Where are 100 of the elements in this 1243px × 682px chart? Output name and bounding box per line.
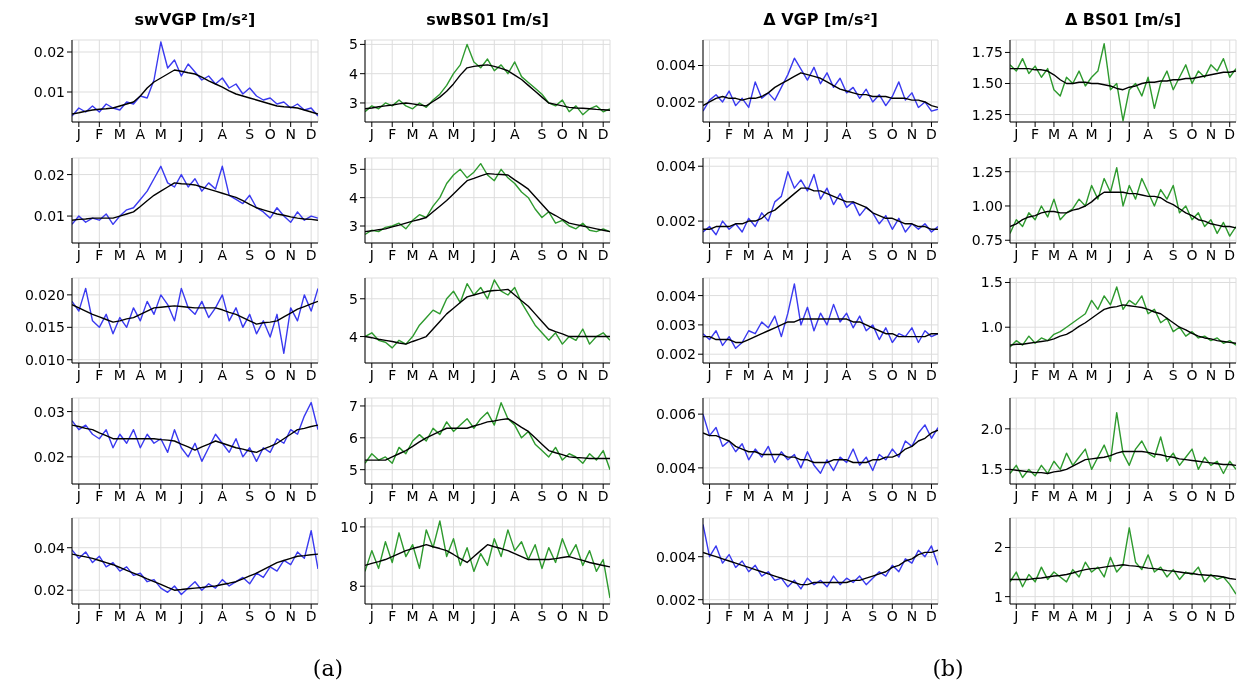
x-tick-label: J (1107, 246, 1113, 263)
x-tick-label: A (135, 487, 146, 504)
y-tick-label: 0.004 (655, 158, 697, 175)
x-tick-label: M (154, 607, 167, 624)
y-tick-label: 4 (349, 328, 359, 345)
x-tick-label: N (1205, 125, 1217, 142)
x-tick-label: D (305, 246, 317, 263)
x-tick-label: J (491, 607, 497, 624)
y-tick-label: 2.0 (980, 420, 1003, 437)
x-tick-label: M (113, 487, 126, 504)
x-tick-label: O (264, 246, 276, 263)
x-tick-label: M (1047, 246, 1060, 263)
y-tick-label: 0.003 (655, 316, 696, 333)
x-tick-label: J (470, 246, 476, 263)
x-tick-label: J (198, 607, 204, 624)
x-tick-label: O (1186, 607, 1198, 624)
x-tick-label: A (509, 125, 520, 142)
x-tick-label: J (470, 607, 476, 624)
x-tick-label: J (1107, 487, 1113, 504)
x-tick-label: M (154, 366, 167, 383)
x-tick-label: M (447, 246, 460, 263)
x-tick-label: J (804, 487, 810, 504)
x-tick-label: M (1085, 607, 1098, 624)
x-tick-label: F (725, 487, 734, 504)
x-tick-label: J (470, 487, 476, 504)
x-tick-label: J (368, 366, 374, 383)
y-tick-label: 0.002 (655, 213, 696, 230)
x-tick-label: S (1168, 125, 1178, 142)
x-tick-label: D (597, 366, 609, 383)
x-tick-label: M (447, 487, 460, 504)
y-tick-label: 0.004 (655, 287, 697, 304)
x-tick-label: J (75, 125, 81, 142)
x-tick-label: M (113, 607, 126, 624)
x-tick-label: S (868, 366, 878, 383)
x-tick-label: F (1031, 366, 1040, 383)
x-tick-label: S (1168, 246, 1178, 263)
x-tick-label: M (113, 246, 126, 263)
x-tick-label: M (1085, 366, 1098, 383)
x-tick-label: J (178, 607, 184, 624)
x-tick-label: J (75, 246, 81, 263)
line-series (365, 43, 610, 116)
x-tick-label: S (537, 487, 547, 504)
x-tick-label: M (781, 366, 794, 383)
x-tick-label: F (1031, 125, 1040, 142)
x-tick-label: J (491, 246, 497, 263)
y-tick-label: 8 (349, 578, 358, 595)
x-tick-label: M (113, 366, 126, 383)
y-tick-label: 1.0 (980, 319, 1003, 336)
x-tick-label: S (537, 246, 547, 263)
x-tick-label: M (447, 125, 460, 142)
y-tick-label: 0.006 (655, 406, 697, 423)
x-tick-label: S (1168, 366, 1178, 383)
x-tick-label: A (841, 366, 852, 383)
x-tick-label: A (1067, 125, 1078, 142)
y-tick-label: 0.002 (655, 591, 696, 608)
x-tick-label: J (706, 487, 712, 504)
x-tick-label: J (1126, 246, 1132, 263)
x-tick-label: N (285, 607, 296, 624)
x-tick-label: D (597, 607, 609, 624)
x-tick-label: A (1067, 607, 1078, 624)
x-tick-label: J (470, 125, 476, 142)
x-tick-label: J (491, 366, 497, 383)
chart-title: swBS01 [m/s] (425, 10, 550, 29)
x-tick-label: O (886, 246, 898, 263)
x-tick-label: A (217, 487, 228, 504)
x-tick-label: J (823, 246, 830, 263)
x-tick-label: O (886, 607, 898, 624)
x-tick-label: O (1186, 125, 1198, 142)
x-tick-label: F (1031, 246, 1040, 263)
x-tick-label: N (1205, 366, 1217, 383)
x-tick-label: M (742, 366, 755, 383)
x-tick-label: J (198, 487, 204, 504)
x-tick-label: A (509, 246, 520, 263)
x-tick-label: D (1224, 125, 1236, 142)
y-tick-label: 1.5 (980, 274, 1003, 291)
x-tick-label: S (245, 125, 255, 142)
x-tick-label: A (428, 607, 439, 624)
x-tick-label: N (577, 125, 589, 142)
x-tick-label: J (75, 607, 81, 624)
x-tick-label: A (1143, 246, 1154, 263)
x-tick-label: J (706, 246, 712, 263)
x-tick-label: S (1168, 607, 1178, 624)
chart-title: swVGP [m/s²] (133, 10, 257, 29)
y-tick-label: 5 (349, 161, 358, 178)
x-tick-label: A (763, 366, 774, 383)
y-tick-label: 0.02 (33, 448, 65, 465)
x-tick-label: D (1224, 607, 1236, 624)
x-tick-label: S (537, 366, 547, 383)
x-tick-label: J (198, 246, 204, 263)
x-tick-label: S (537, 125, 547, 142)
line-series (72, 165, 318, 226)
x-tick-label: A (135, 366, 146, 383)
x-tick-label: A (135, 125, 146, 142)
x-tick-label: F (95, 487, 104, 504)
x-tick-label: F (388, 125, 397, 142)
y-tick-label: 4 (349, 189, 359, 206)
x-tick-label: J (1013, 366, 1019, 383)
x-tick-label: F (388, 366, 397, 383)
x-tick-label: J (198, 366, 204, 383)
x-tick-label: O (886, 487, 898, 504)
